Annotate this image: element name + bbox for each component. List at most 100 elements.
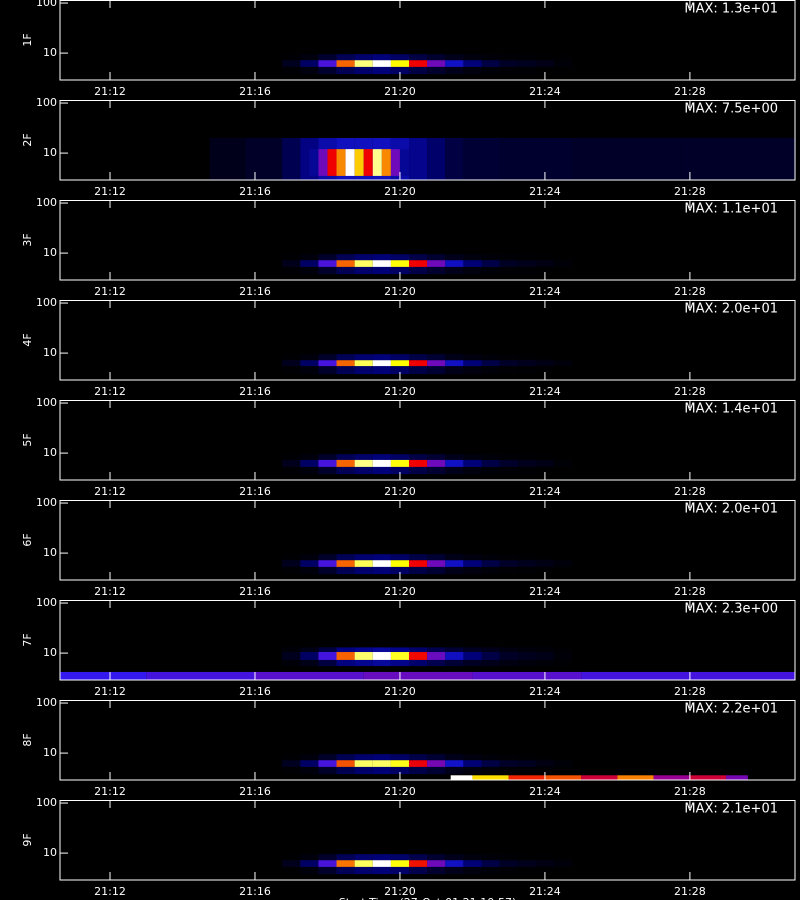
heat-cell [463,459,482,467]
x-tick-label: 21:16 [239,185,271,198]
heat-cell [445,860,464,867]
heat-cell [463,138,500,180]
x-tick-label: 21:20 [384,685,416,698]
x-tick-label: 21:16 [239,385,271,398]
heat-cell [535,652,554,660]
heat-cell [726,775,748,780]
heat-cell [553,860,573,867]
heat-cell [499,860,518,867]
plot-frame [59,300,796,381]
heat-cell [581,671,690,680]
y-axis-label: 2F [21,133,34,146]
x-tick-label: 21:28 [674,85,706,98]
heat-cell [499,260,518,267]
x-tick-label: 21:20 [384,85,416,98]
heat-cell [282,760,301,767]
heat-cell [427,138,446,180]
heat-cell [572,138,681,180]
heat-cell [517,459,536,467]
plot-frame [59,400,796,481]
heat-cell [445,138,464,180]
x-tick-label: 21:16 [239,85,271,98]
heat-cell [427,652,446,660]
heat-cell [336,260,355,267]
heat-cell [499,360,518,367]
heat-cell [60,671,147,680]
heat-cell [481,459,500,467]
heat-cell [472,671,582,680]
heat-cell [463,260,482,267]
x-tick-label: 21:28 [674,285,706,298]
x-tick-label: 21:24 [529,85,561,98]
heat-cell [354,149,364,176]
plot-frame [59,700,796,781]
heat-cell [427,459,446,467]
x-tick-label: 21:12 [94,485,126,498]
heat-cell [372,459,391,467]
x-tick-label: 21:16 [239,485,271,498]
x-tick-label: 21:12 [94,785,126,798]
heat-cell [300,360,319,367]
heat-cell [450,775,473,780]
y-axis-label: 7F [21,633,34,646]
heat-cell [544,775,582,780]
heat-cell [336,149,346,176]
heat-cell [318,260,337,267]
heat-cell [409,459,428,467]
heat-cell [336,60,355,67]
x-tick-label: 21:28 [674,485,706,498]
heat-cell [653,775,690,780]
heat-cell [481,260,500,267]
x-tick-label: 21:12 [94,885,126,898]
heat-cell [300,860,319,867]
heat-cell [318,560,337,567]
heat-cell [318,860,337,867]
heat-cell [363,671,473,680]
heat-cell [535,760,554,767]
x-tick-label: 21:28 [674,785,706,798]
heat-cell [354,860,373,867]
heat-cell [517,60,536,67]
x-tick-label: 21:20 [384,385,416,398]
heat-cell [318,360,337,367]
max-annotation: MAX: 2.1e+01 [684,802,778,817]
heat-cell [427,760,446,767]
max-annotation: MAX: 7.5e+00 [684,102,778,117]
heat-cell [372,260,391,267]
heat-cell [354,652,373,660]
heat-cell [499,760,518,767]
heat-cell [345,149,355,176]
heat-cell [508,775,545,780]
heat-cell [463,860,482,867]
heat-cell [445,260,464,267]
max-annotation: MAX: 2.0e+01 [684,502,778,517]
heat-cell [354,560,373,567]
heat-cell [146,671,255,680]
heat-cell [499,459,518,467]
x-tick-label: 21:20 [384,885,416,898]
x-tick-label: 21:24 [529,185,561,198]
heat-cell [499,560,518,567]
heat-cell [336,560,355,567]
heat-cell [481,360,500,367]
y-tick-label: 100 [36,96,57,109]
heat-cell [372,652,391,660]
y-tick-label: 10 [43,546,57,559]
x-tick-label: 21:20 [384,285,416,298]
y-tick-label: 100 [36,496,57,509]
heat-cell [517,560,536,567]
heat-cell [463,360,482,367]
heat-cell [535,860,554,867]
heat-cell [535,60,554,67]
heat-cell [336,760,355,767]
heat-cell [481,652,500,660]
y-axis-label: 3F [21,233,34,246]
heat-cell [517,860,536,867]
heat-cell [535,360,554,367]
heat-cell [300,60,319,67]
heat-cell [535,260,554,267]
heat-cell [499,652,518,660]
y-axis-label: 5F [21,433,34,446]
